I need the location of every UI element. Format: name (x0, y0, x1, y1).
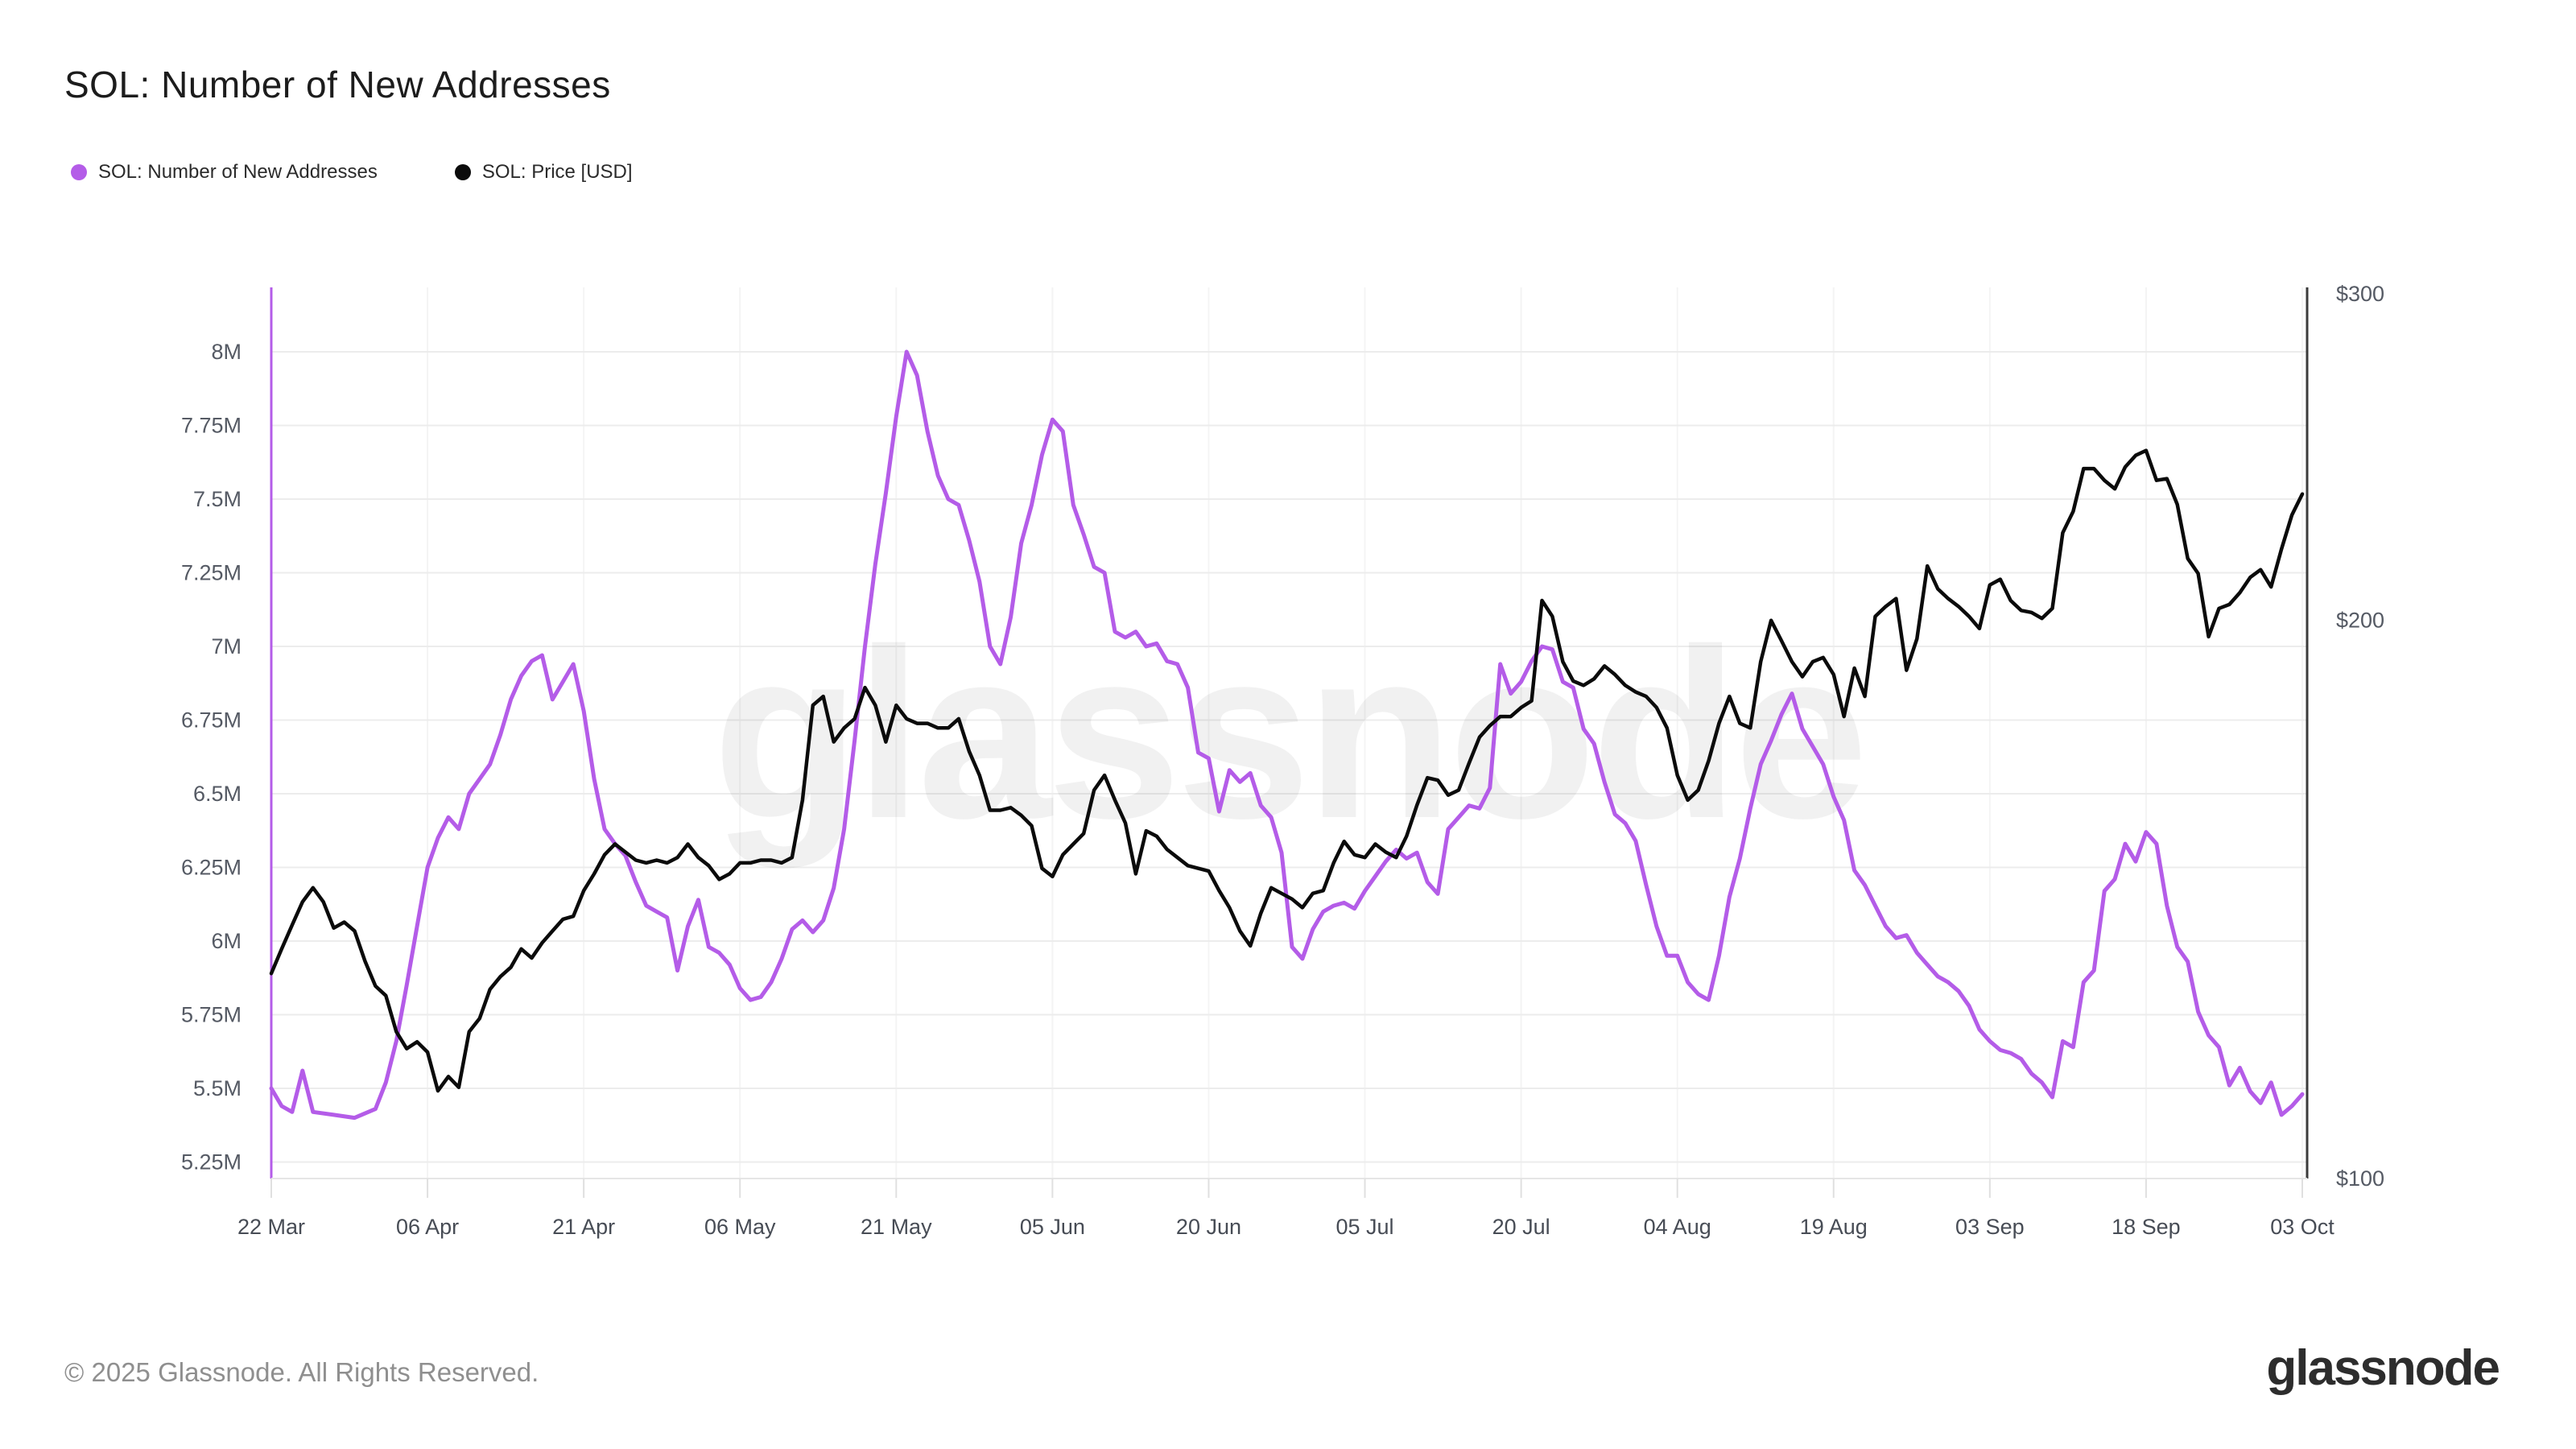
svg-text:7M: 7M (211, 634, 242, 658)
legend: SOL: Number of New Addresses SOL: Price … (71, 161, 633, 184)
svg-text:7.75M: 7.75M (181, 414, 242, 438)
page-title: SOL: Number of New Addresses (64, 64, 611, 105)
svg-text:18 Sep: 18 Sep (2112, 1215, 2181, 1239)
glassnode-logo: glassnode (2266, 1340, 2500, 1396)
svg-text:6.75M: 6.75M (181, 708, 242, 733)
svg-text:5.75M: 5.75M (181, 1003, 242, 1027)
svg-text:6.25M: 6.25M (181, 856, 242, 880)
svg-text:5.5M: 5.5M (193, 1076, 242, 1100)
svg-text:22 Mar: 22 Mar (237, 1215, 305, 1239)
x-axis-labels: 22 Mar 06 Apr 21 Apr 06 May 21 May 05 Jun 20 J… (237, 1215, 2334, 1239)
svg-text:20 Jul: 20 Jul (1492, 1215, 1550, 1239)
svg-text:06 May: 06 May (704, 1215, 776, 1239)
y-axis-labels-left: 5.25M 5.5M 5.75M 6M 6.25M 6.5M 6.75M 7M 7.25M 7.5… (181, 340, 242, 1174)
glassnode-watermark: glassnode (712, 598, 1864, 870)
y-axis-labels-right: $100 $200 $300 (2336, 282, 2384, 1191)
svg-text:7.5M: 7.5M (193, 487, 242, 511)
svg-text:05 Jul: 05 Jul (1336, 1215, 1394, 1239)
svg-text:$200: $200 (2336, 609, 2384, 633)
svg-text:05 Jun: 05 Jun (1020, 1215, 1085, 1239)
svg-text:$300: $300 (2336, 282, 2384, 306)
svg-text:7.25M: 7.25M (181, 561, 242, 585)
svg-text:$100: $100 (2336, 1166, 2384, 1191)
legend-item-new-addresses[interactable]: SOL: Number of New Addresses (71, 161, 378, 184)
series-lines (269, 349, 2305, 1121)
legend-label-price: SOL: Price [USD] (481, 161, 633, 183)
svg-text:6M: 6M (211, 929, 242, 953)
svg-text:21 May: 21 May (861, 1215, 932, 1239)
svg-text:19 Aug: 19 Aug (1800, 1215, 1868, 1239)
svg-text:20 Jun: 20 Jun (1176, 1215, 1241, 1239)
svg-text:03 Oct: 03 Oct (2270, 1215, 2334, 1239)
axis-lines (270, 287, 2309, 1179)
legend-item-price[interactable]: SOL: Price [USD] (454, 161, 633, 184)
copyright-text: © 2025 Glassnode. All Rights Reserved. (64, 1357, 539, 1387)
legend-dot-purple-icon (71, 164, 87, 180)
svg-text:06 Apr: 06 Apr (396, 1215, 459, 1239)
horizontal-gridlines (271, 351, 2307, 1163)
svg-text:8M: 8M (211, 340, 242, 364)
svg-text:5.25M: 5.25M (181, 1150, 242, 1174)
svg-text:21 Apr: 21 Apr (552, 1215, 615, 1239)
svg-text:04 Aug: 04 Aug (1644, 1215, 1711, 1239)
svg-text:03 Sep: 03 Sep (1955, 1215, 2025, 1239)
x-axis-ticks (270, 1179, 2303, 1198)
legend-label-new-addresses: SOL: Number of New Addresses (98, 161, 378, 183)
svg-text:6.5M: 6.5M (193, 782, 242, 806)
legend-dot-black-icon (454, 164, 471, 180)
